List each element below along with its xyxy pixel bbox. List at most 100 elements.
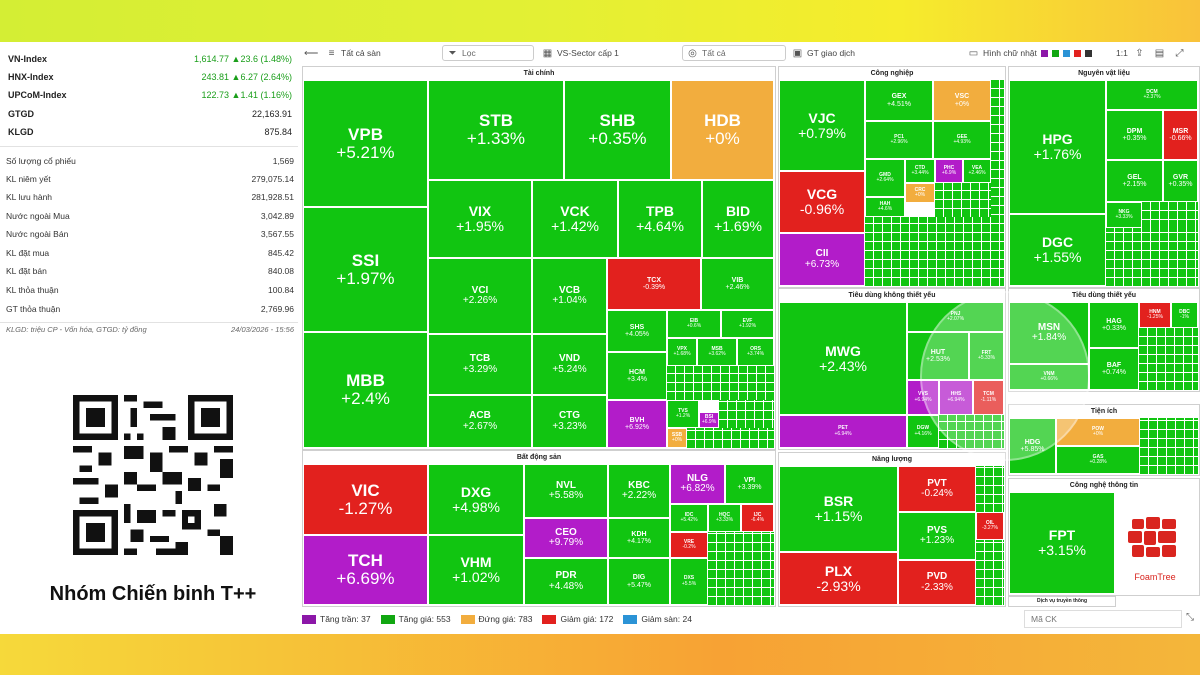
tile-gas[interactable]: GAS +0.28%: [1056, 446, 1140, 474]
tile-plx[interactable]: PLX -2.93%: [779, 552, 898, 605]
tile-dpm[interactable]: DPM +0.35%: [1106, 110, 1163, 160]
metric-select[interactable]: ▣ GT giao dịch: [792, 47, 856, 59]
tile-nkg[interactable]: NKG +3.33%: [1106, 202, 1142, 228]
tile-oil[interactable]: OIL -3.27%: [976, 512, 1004, 540]
tile-vcg[interactable]: VCG -0.96%: [779, 171, 865, 233]
legend-item[interactable]: Giảm giá: 172: [542, 614, 613, 624]
tile-vsc[interactable]: VSC +0%: [933, 80, 991, 121]
tile-dgc[interactable]: DGC +1.55%: [1009, 214, 1106, 286]
tile-hnm[interactable]: HNM -1.25%: [1139, 302, 1171, 328]
tile-gee[interactable]: GEE +4.93%: [933, 121, 991, 159]
tile-idc[interactable]: IDC +5.42%: [670, 504, 708, 532]
tile-acb[interactable]: ACB +2.67%: [428, 395, 532, 448]
tile-dbc[interactable]: DBC -1%: [1171, 302, 1198, 328]
legend-item[interactable]: Đứng giá: 783: [460, 614, 532, 624]
legend-item[interactable]: Tăng trần: 37: [302, 614, 371, 624]
tile-bsr[interactable]: BSR +1.15%: [779, 466, 898, 552]
tile-tcb[interactable]: TCB +3.29%: [428, 334, 532, 395]
tile-ssi[interactable]: SSI +1.97%: [303, 207, 428, 332]
tile-bsi[interactable]: BSI +6.9%: [699, 412, 719, 428]
ratio-toggle[interactable]: 1:1: [1116, 48, 1128, 58]
tile-ssb[interactable]: SSB +0%: [667, 428, 687, 448]
tile-vhm[interactable]: VHM +1.02%: [428, 535, 524, 605]
tile-gex[interactable]: GEX +4.51%: [865, 80, 933, 121]
tile-cii[interactable]: CII +6.73%: [779, 233, 865, 286]
tile-tcx[interactable]: TCX -0.39%: [607, 258, 701, 310]
tile-msr[interactable]: MSR -0.66%: [1163, 110, 1198, 160]
tile-fpt[interactable]: FPT +3.15%: [1009, 492, 1115, 594]
tile-vci[interactable]: VCI +2.26%: [428, 258, 532, 334]
legend-item[interactable]: Giảm sàn: 24: [623, 614, 692, 624]
tile-crc[interactable]: CRC +0%: [905, 183, 935, 203]
tile-vre[interactable]: VRE -0.2%: [670, 532, 708, 558]
tile-gmd[interactable]: GMD +2.64%: [865, 159, 905, 197]
stock-search-input[interactable]: [1024, 610, 1182, 628]
tile-ors[interactable]: ORS +3.74%: [737, 338, 774, 366]
tile-ijc[interactable]: IJC -6.4%: [741, 504, 774, 532]
tile-vib[interactable]: VIB +2.46%: [701, 258, 774, 310]
group-select[interactable]: ◎ Tất cả: [682, 45, 786, 61]
tile-msb[interactable]: MSB +3.62%: [697, 338, 737, 366]
tile-nlg[interactable]: NLG +6.82%: [670, 464, 725, 504]
filter-input[interactable]: ⏷ Lọc: [442, 45, 534, 61]
arrow-left-icon: ⟵: [304, 47, 319, 59]
save-button[interactable]: ▤: [1154, 46, 1165, 60]
tile-dxs[interactable]: DXS +5.5%: [670, 558, 708, 605]
tile-pvs[interactable]: PVS +1.23%: [898, 512, 976, 560]
tile-bid[interactable]: BID +1.69%: [702, 180, 774, 258]
tile-vic[interactable]: VIC -1.27%: [303, 464, 428, 535]
tile-bvh[interactable]: BVH +6.92%: [607, 400, 667, 448]
tile-shs[interactable]: SHS +4.05%: [607, 310, 667, 352]
legend-item[interactable]: Tăng giá: 553: [380, 614, 451, 624]
zoom-button[interactable]: ⤡: [1186, 612, 1194, 623]
export-button[interactable]: ⇪: [1134, 46, 1145, 60]
tile-dig[interactable]: DIG +5.47%: [608, 558, 670, 605]
tile-nvl[interactable]: NVL +5.58%: [524, 464, 608, 518]
tile-vpb[interactable]: VPB +5.21%: [303, 80, 428, 207]
tile-baf[interactable]: BAF +0.74%: [1089, 348, 1139, 390]
tile-gel[interactable]: GEL +2.15%: [1106, 160, 1163, 202]
tile-gvr[interactable]: GVR +0.35%: [1163, 160, 1198, 202]
tile-ceo[interactable]: CEO +9.79%: [524, 518, 608, 558]
tile-pdr[interactable]: PDR +4.48%: [524, 558, 608, 605]
tile-vcb[interactable]: VCB +1.04%: [532, 258, 607, 334]
tile-vea[interactable]: VEA +2.46%: [963, 159, 991, 183]
tile-dxg[interactable]: DXG +4.98%: [428, 464, 524, 535]
tile-vpi[interactable]: VPI +3.39%: [725, 464, 774, 504]
tile-pvd[interactable]: PVD -2.33%: [898, 560, 976, 605]
fullscreen-button[interactable]: ⤢: [1174, 46, 1185, 60]
tile-dcm[interactable]: DCM +2.37%: [1106, 80, 1198, 110]
tile-hpg[interactable]: HPG +1.76%: [1009, 80, 1106, 214]
tile-kdh[interactable]: KDH +4.17%: [608, 518, 670, 558]
tile-hag[interactable]: HAG +0.33%: [1089, 302, 1139, 348]
exchange-select[interactable]: ≡ Tất cả sàn: [326, 46, 381, 60]
tile-tpb[interactable]: TPB +4.64%: [618, 180, 702, 258]
tile-phc[interactable]: PHC +6.9%: [935, 159, 963, 183]
shape-select[interactable]: ▭ Hình chữ nhật: [968, 46, 1092, 60]
tile-stb[interactable]: STB +1.33%: [428, 80, 564, 180]
tile-vjc[interactable]: VJC +0.79%: [779, 80, 865, 171]
tile-pet[interactable]: PET +6.94%: [779, 415, 907, 448]
tile-hcm[interactable]: HCM +3.4%: [607, 352, 667, 400]
tile-hah[interactable]: HAH +4.6%: [865, 197, 905, 217]
tile-pvt[interactable]: PVT -0.24%: [898, 466, 976, 512]
tile-pc1[interactable]: PC1 +2.96%: [865, 121, 933, 159]
tile-ctg[interactable]: CTG +3.23%: [532, 395, 607, 448]
tile-kbc[interactable]: KBC +2.22%: [608, 464, 670, 518]
tile-mwg[interactable]: MWG +2.43%: [779, 302, 907, 415]
tile-vix[interactable]: VIX +1.95%: [428, 180, 532, 258]
tile-vck[interactable]: VCK +1.42%: [532, 180, 618, 258]
tile-eib[interactable]: EIB +0.6%: [667, 310, 721, 338]
tile-vpx[interactable]: VPX +1.68%: [667, 338, 697, 366]
tile-vnd[interactable]: VND +5.24%: [532, 334, 607, 395]
tile-ctd[interactable]: CTD +3.44%: [905, 159, 935, 183]
back-button[interactable]: ⟵: [304, 46, 319, 60]
tile-hdb[interactable]: HDB +0%: [671, 80, 774, 180]
tile-hqc[interactable]: HQC +3.33%: [708, 504, 741, 532]
tile-mbb[interactable]: MBB +2.4%: [303, 332, 428, 448]
tile-tvs[interactable]: TVS +1.2%: [667, 400, 699, 428]
tile-evf[interactable]: EVF +1.92%: [721, 310, 774, 338]
sector-select[interactable]: ▦ VS-Sector cấp 1: [542, 47, 619, 59]
tile-shb[interactable]: SHB +0.35%: [564, 80, 671, 180]
tile-tch[interactable]: TCH +6.69%: [303, 535, 428, 605]
